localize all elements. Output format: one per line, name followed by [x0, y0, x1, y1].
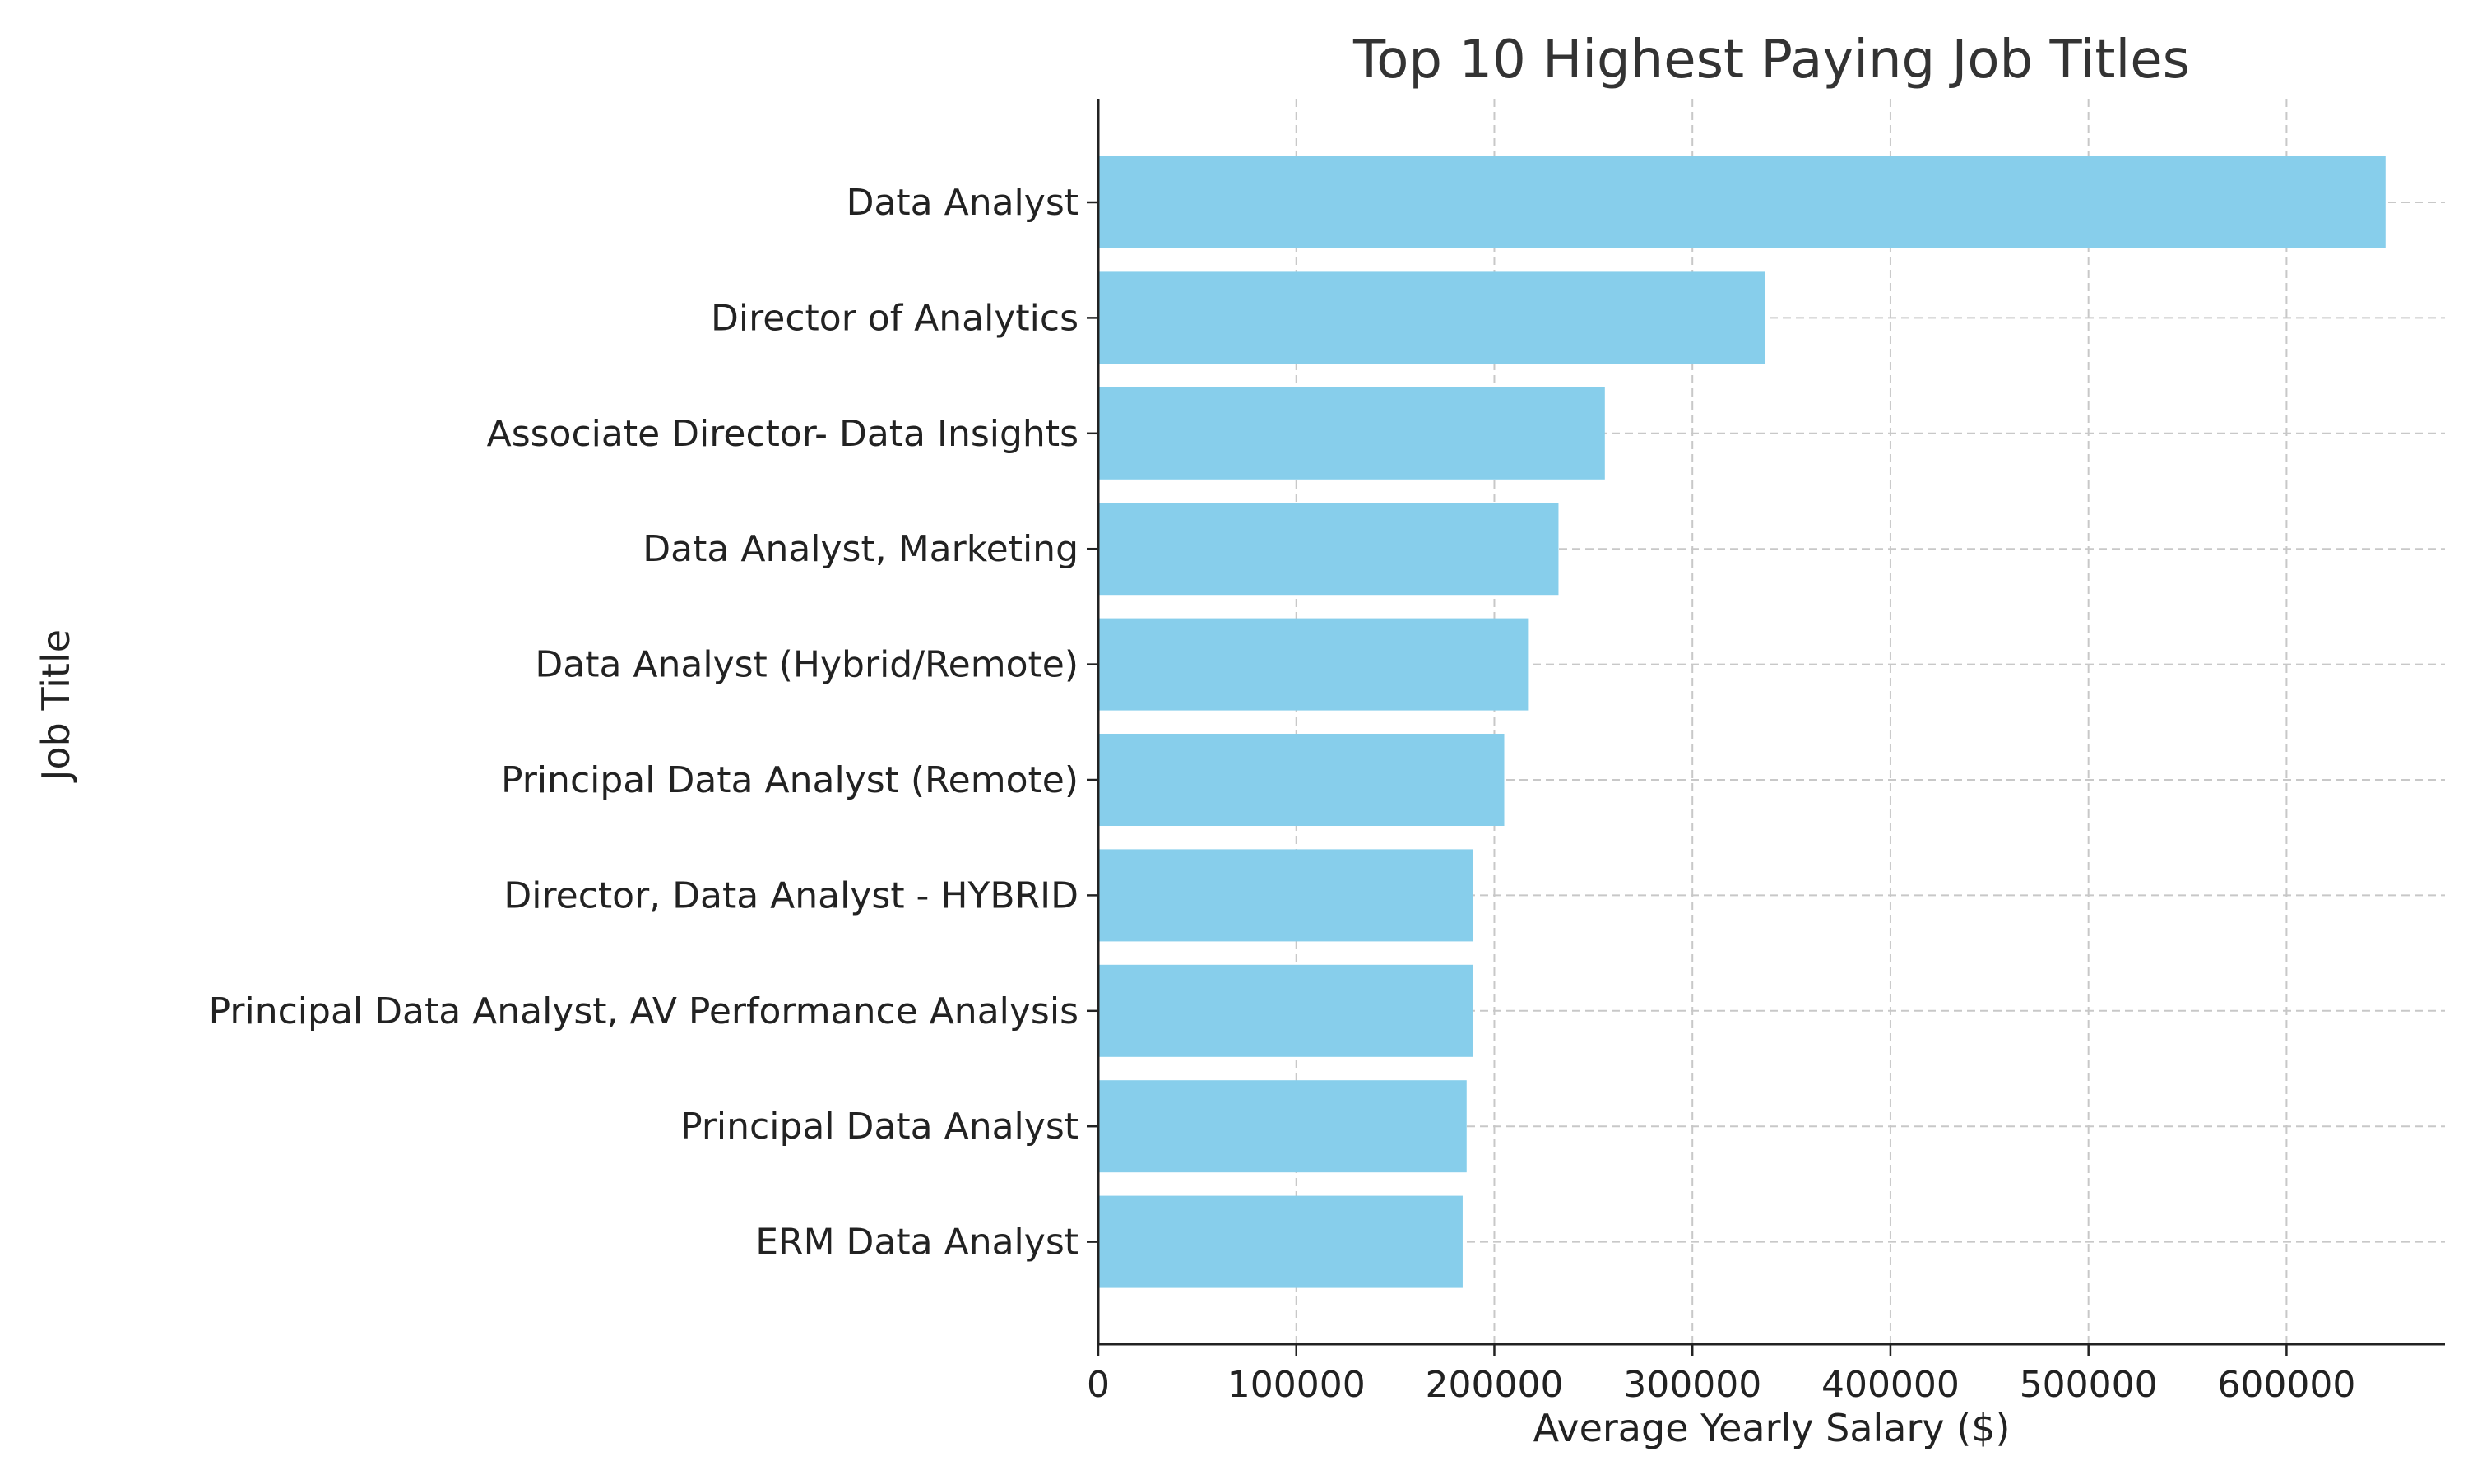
- bar: [1098, 1195, 1463, 1288]
- y-tick-label: Data Analyst, Marketing: [643, 528, 1079, 570]
- axes: [1097, 99, 2445, 1346]
- x-tick-label: 400000: [1821, 1364, 1960, 1406]
- x-axis-ticks: 0 100000 200000 300000 400000 500000 600000: [1087, 1344, 2355, 1406]
- bar: [1098, 156, 2386, 248]
- bar: [1098, 964, 1473, 1057]
- y-tick-label: Director of Analytics: [711, 297, 1079, 339]
- bar: [1098, 734, 1505, 826]
- x-tick-label: 500000: [2020, 1364, 2158, 1406]
- y-tick-label: Data Analyst (Hybrid/Remote): [535, 644, 1079, 686]
- y-tick-label: Principal Data Analyst: [680, 1106, 1079, 1148]
- y-tick-label: ERM Data Analyst: [755, 1222, 1079, 1264]
- y-tick-label: Principal Data Analyst, AV Performance A…: [209, 990, 1079, 1032]
- chart-title: Top 10 Highest Paying Job Titles: [1352, 30, 2190, 90]
- bar: [1098, 849, 1473, 942]
- y-tick-label: Associate Director- Data Insights: [487, 413, 1079, 455]
- x-tick-label: 100000: [1227, 1364, 1366, 1406]
- x-tick-label: 600000: [2217, 1364, 2355, 1406]
- bar: [1098, 503, 1559, 596]
- bar: [1098, 1080, 1467, 1173]
- y-tick-label: Data Analyst: [847, 182, 1079, 224]
- x-tick-label: 200000: [1425, 1364, 1563, 1406]
- bar: [1098, 618, 1529, 711]
- bar: [1098, 271, 1765, 364]
- x-tick-label: 0: [1087, 1364, 1110, 1406]
- y-axis-ticks: Data Analyst Director of Analytics Associa…: [209, 182, 1098, 1264]
- x-axis-title: Average Yearly Salary ($): [1533, 1406, 2011, 1450]
- y-axis-title: Job Title: [34, 629, 78, 783]
- x-tick-label: 300000: [1623, 1364, 1761, 1406]
- bars: [1098, 156, 2386, 1288]
- y-tick-label: Principal Data Analyst (Remote): [501, 759, 1079, 801]
- bar: [1098, 387, 1605, 480]
- y-tick-label: Director, Data Analyst - HYBRID: [503, 874, 1079, 916]
